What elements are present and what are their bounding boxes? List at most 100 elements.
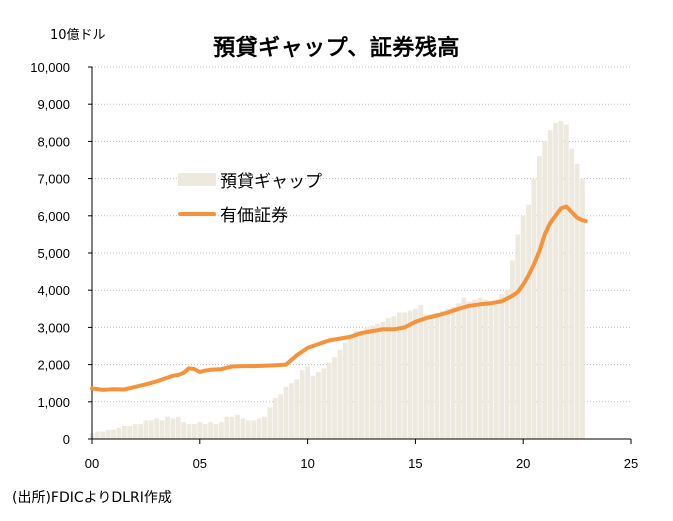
bar (192, 424, 197, 439)
bar (434, 312, 440, 439)
bar (165, 416, 170, 439)
bar (445, 308, 451, 439)
bar (369, 325, 375, 439)
bar (262, 416, 267, 439)
bar (251, 420, 257, 439)
y-tick-label: 1,000 (37, 395, 70, 410)
bar (466, 301, 472, 439)
bar (310, 375, 316, 439)
bar (488, 301, 494, 439)
y-tick-label: 7,000 (37, 172, 70, 187)
y-tick-label: 0 (63, 432, 70, 447)
bar (138, 424, 143, 439)
bar (202, 424, 208, 439)
bar (413, 308, 418, 439)
bar (472, 299, 478, 439)
bar (483, 299, 488, 439)
bar (283, 386, 289, 439)
bar (574, 163, 580, 439)
x-axis-tick-labels: 00 05 10 15 20 25 (85, 456, 638, 471)
bar (337, 349, 343, 439)
bar (111, 429, 116, 439)
bar-series-loan-deposit-gap (89, 120, 585, 440)
bar (386, 318, 391, 439)
bar (159, 420, 165, 439)
legend-label-bar: 預貸ギャップ (220, 172, 322, 192)
bar (407, 310, 413, 439)
bar (240, 418, 246, 439)
bar (305, 366, 310, 439)
bar (143, 420, 149, 439)
bar (299, 370, 305, 439)
x-tick-label: 25 (624, 456, 638, 471)
bar (213, 424, 219, 439)
y-tick-label: 10,000 (30, 60, 70, 75)
bar (105, 429, 111, 439)
bar (229, 416, 235, 439)
bar (569, 148, 575, 439)
x-tick-label: 20 (516, 456, 530, 471)
legend-item-loan-deposit-gap: 預貸ギャップ (178, 167, 322, 192)
bar (181, 422, 187, 439)
bar (510, 260, 515, 439)
bar (423, 314, 429, 439)
bar (94, 431, 100, 439)
bar (380, 321, 386, 439)
bar (332, 357, 337, 439)
bar (100, 431, 106, 439)
bar (364, 327, 370, 439)
bar (256, 418, 262, 439)
legend-swatch-line (178, 211, 216, 216)
bar (580, 178, 585, 439)
axes (88, 66, 632, 444)
bar (294, 379, 300, 439)
bar (121, 425, 127, 439)
bar (558, 120, 564, 439)
bar (197, 422, 203, 439)
legend-swatch-bar (178, 173, 216, 186)
y-tick-label: 8,000 (37, 134, 70, 149)
x-tick-label: 15 (408, 456, 422, 471)
bar (391, 316, 397, 439)
bar (439, 310, 445, 439)
y-tick-label: 3,000 (37, 320, 70, 335)
bar (132, 424, 138, 439)
bar (245, 420, 251, 439)
bar (348, 334, 354, 439)
bar (542, 141, 548, 439)
bar (499, 293, 505, 439)
bar (515, 234, 521, 439)
bar (170, 418, 176, 439)
bar (563, 124, 569, 439)
bar (127, 425, 133, 439)
bar (154, 418, 160, 439)
bar (272, 398, 278, 439)
bar (375, 323, 381, 439)
legend-label-line: 有価証券 (220, 206, 288, 226)
bar (402, 312, 408, 439)
bar (267, 407, 273, 439)
y-tick-label: 5,000 (37, 246, 70, 261)
chart-title: 預貸ギャップ、証券残高 (213, 36, 460, 61)
bar (278, 394, 284, 439)
bar (396, 312, 402, 439)
x-tick-label: 10 (300, 456, 314, 471)
bar (477, 297, 483, 439)
legend-item-securities: 有価証券 (178, 201, 288, 226)
y-tick-label: 2,000 (37, 358, 70, 373)
bar (218, 422, 224, 439)
bar (536, 156, 542, 439)
bar (547, 130, 553, 440)
bar (315, 372, 321, 439)
y-tick-label: 4,000 (37, 283, 70, 298)
bar (289, 383, 294, 439)
bar (116, 427, 122, 439)
bar (418, 305, 424, 439)
bar (531, 178, 537, 439)
x-tick-label: 05 (193, 456, 207, 471)
bar (148, 420, 154, 439)
bar (456, 303, 461, 439)
source-note: (出所)FDICよりDLRI作成 (12, 490, 172, 506)
bar (175, 416, 181, 439)
